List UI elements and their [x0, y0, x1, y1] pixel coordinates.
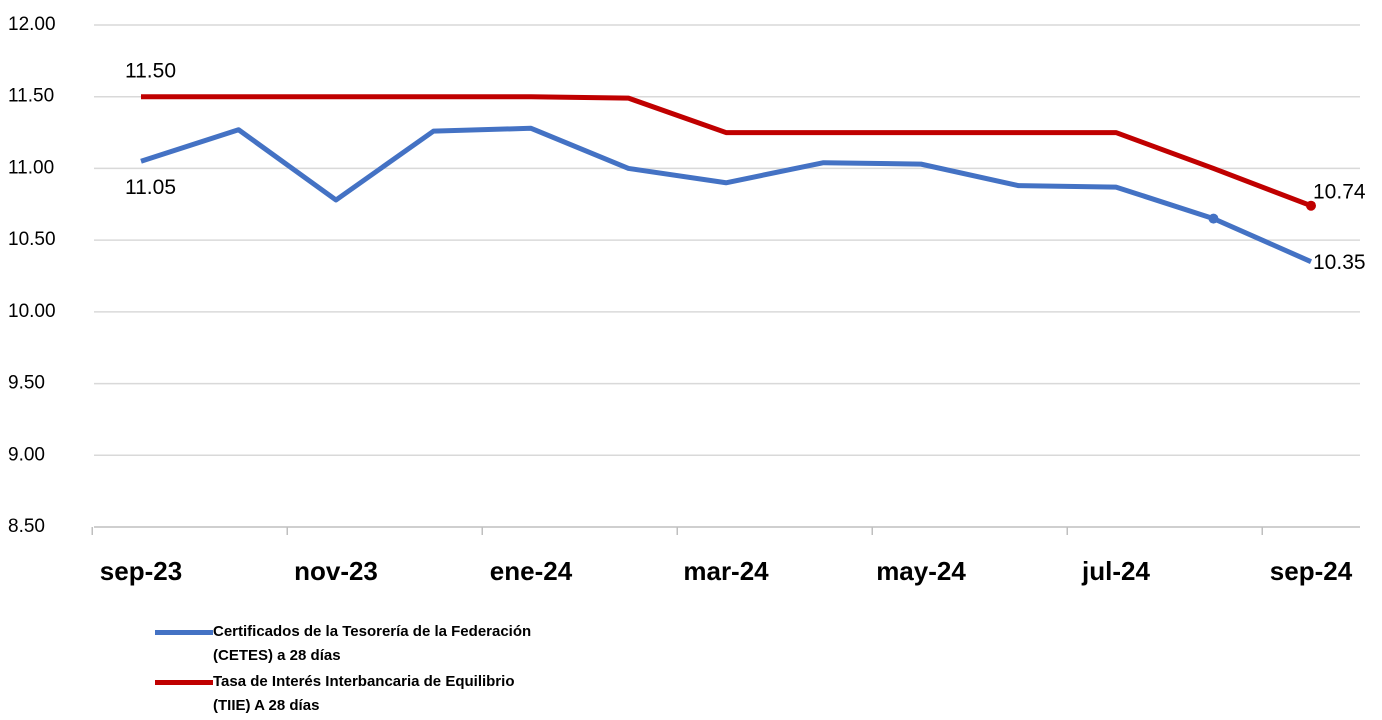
x-tick-label: ene-24	[490, 556, 573, 586]
data-label: 11.50	[125, 59, 176, 82]
data-label: 10.35	[1313, 251, 1366, 274]
series-line	[141, 94, 1312, 209]
legend-label: Certificados de la Tesorería de la Feder…	[213, 623, 532, 664]
y-tick-label: 8.50	[8, 516, 45, 537]
x-tick-label: nov-23	[294, 556, 378, 586]
x-tick-label: mar-24	[683, 556, 769, 586]
x-tick-label: jul-24	[1081, 556, 1150, 586]
data-label: 10.74	[1313, 180, 1366, 203]
marker	[1208, 213, 1219, 224]
x-tick-label: may-24	[876, 556, 966, 586]
y-tick-label: 10.00	[8, 301, 56, 322]
series-line	[140, 125, 1313, 264]
x-tick-label: sep-23	[100, 556, 182, 586]
data-label: 11.05	[125, 176, 176, 199]
y-tick-label: 11.50	[8, 86, 54, 107]
y-tick-label: 11.00	[8, 157, 54, 178]
x-tick-label: sep-24	[1270, 556, 1353, 586]
marker	[1306, 200, 1316, 211]
chart: 8.50 9.00 9.50 10.00 10.50 11.00 11.50 12.00 sep…	[8, 14, 1366, 586]
legend: Certificados de la Tesorería de la Feder…	[155, 620, 595, 720]
y-tick-label: 10.50	[8, 229, 56, 250]
y-tick-label: 9.50	[8, 373, 45, 394]
legend-swatch	[155, 680, 213, 685]
y-tick-label: 12.00	[8, 14, 56, 35]
legend-item: Tasa de Interés Interbancaria de Equilib…	[155, 670, 595, 718]
legend-label: Tasa de Interés Interbancaria de Equilib…	[213, 673, 515, 714]
legend-item: Certificados de la Tesorería de la Feder…	[155, 620, 595, 668]
legend-swatch	[155, 630, 213, 635]
y-tick-label: 9.00	[8, 444, 45, 465]
